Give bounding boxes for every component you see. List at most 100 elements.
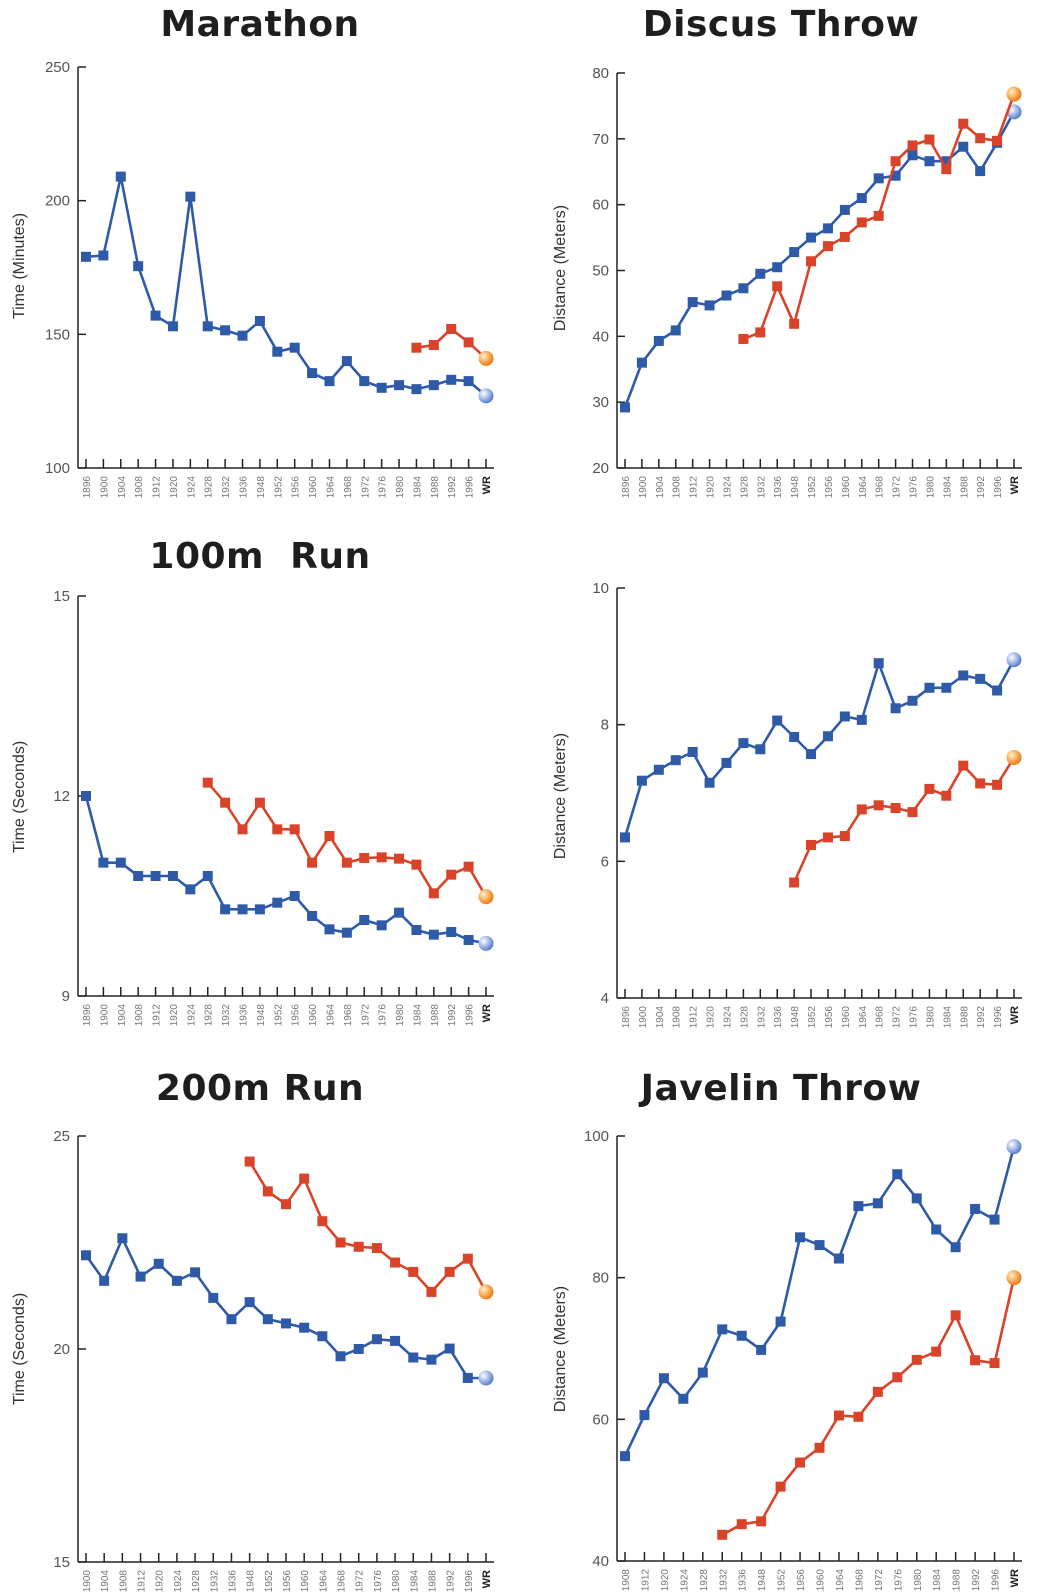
x-tick-label: 1956 (291, 476, 302, 499)
y-tick-label: 10 (592, 580, 609, 597)
data-point (931, 1224, 942, 1235)
data-point (839, 204, 850, 215)
x-tick-label: 1980 (925, 476, 936, 499)
x-tick-label: 1988 (430, 1004, 441, 1027)
chart-discus-throw: Discus Throw Distance (Meters) 20 30 40 50 6… (521, 0, 1041, 532)
data-point (317, 1216, 328, 1227)
data-point (133, 261, 144, 272)
x-tick-label: 1972 (355, 1570, 366, 1593)
y-tick-label: 100 (584, 1128, 609, 1145)
data-point (653, 335, 664, 346)
data-point (408, 1352, 419, 1363)
data-point (678, 1393, 689, 1404)
data-point (411, 859, 422, 870)
data-point (262, 1314, 273, 1325)
series-line-men (623, 1146, 1016, 1457)
x-tick-label: 1984 (412, 476, 423, 499)
plot-area: 100 150 200 250 1896 1900 1904 1908 1912 1920 1924… (45, 59, 494, 499)
data-point (911, 1193, 922, 1204)
data-point (281, 1318, 291, 1329)
x-tick-label: 1948 (256, 476, 267, 499)
x-tick-label: 1928 (204, 476, 215, 499)
data-point (299, 1173, 310, 1184)
x-tick-label: 1928 (191, 1570, 202, 1593)
x-tick-label: 1908 (118, 1570, 129, 1593)
x-tick-label: 1952 (264, 1570, 275, 1593)
data-point (324, 924, 335, 935)
data-point (463, 376, 474, 387)
x-tick-label: 1976 (378, 1004, 389, 1027)
y-tick-label: 4 (601, 990, 609, 1007)
y-tick-label: 40 (592, 1553, 609, 1570)
y-tick-label: 200 (45, 193, 70, 210)
x-tick-label: 1908 (134, 476, 145, 499)
data-point (658, 1373, 669, 1384)
x-tick-label: 1948 (757, 1569, 768, 1592)
x-tick-label: 1932 (221, 1004, 232, 1027)
x-tick-label: 1912 (689, 1006, 700, 1029)
data-point (620, 1451, 630, 1462)
data-point (704, 777, 715, 788)
y-tick-label: 8 (601, 717, 609, 734)
data-point (872, 1386, 883, 1397)
x-tick-label: 1952 (273, 476, 284, 499)
data-point (721, 757, 732, 768)
x-tick-label: 1988 (959, 476, 970, 499)
x-tick-label: 1924 (679, 1569, 690, 1592)
data-point (717, 1324, 728, 1335)
data-point (856, 193, 867, 204)
x-tick-label: 1964 (325, 476, 336, 499)
chart-100m-run: 100m Run Time (Seconds) 9 12 15 1896 1900 190… (0, 532, 520, 1064)
data-point (353, 1241, 364, 1252)
data-point (636, 775, 647, 786)
data-point (324, 376, 335, 387)
x-tick-label: 1972 (892, 476, 903, 499)
x-tick-label: 1980 (395, 1004, 406, 1027)
data-point (975, 133, 986, 144)
x-tick-label: 1952 (777, 1569, 788, 1592)
data-point (289, 824, 300, 835)
data-point (307, 857, 318, 868)
x-tick-label: 1904 (655, 1006, 666, 1029)
x-tick-label: 1996 (465, 476, 476, 499)
x-tick-label: 1956 (796, 1569, 807, 1592)
x-tick-label: 1984 (932, 1569, 943, 1592)
data-point (822, 832, 833, 843)
data-point (115, 171, 126, 182)
x-tick-label: 1904 (100, 1570, 111, 1593)
data-point (697, 1367, 708, 1378)
y-tick-label: 15 (53, 588, 70, 605)
y-tick-label: 20 (53, 1341, 70, 1358)
data-point (772, 262, 783, 273)
data-point (687, 297, 698, 308)
data-point (428, 340, 439, 351)
data-point (872, 1198, 883, 1209)
x-tick-label: 1988 (959, 1006, 970, 1029)
x-tick-label: 1956 (282, 1570, 293, 1593)
x-tick-label: 1976 (909, 1006, 920, 1029)
data-point (620, 402, 630, 413)
data-point (755, 744, 766, 755)
x-tick-label: 1960 (308, 1004, 319, 1027)
world-record-marker (478, 1284, 494, 1300)
data-point (721, 290, 732, 301)
data-point (958, 670, 969, 681)
data-point (254, 797, 265, 808)
y-tick-label: 100 (45, 460, 70, 477)
y-tick-label: 80 (592, 65, 609, 82)
x-tick-label: 1964 (318, 1570, 329, 1593)
data-point (394, 853, 405, 864)
x-tick-label: 1968 (343, 1004, 354, 1027)
x-tick-label: 1988 (430, 476, 441, 499)
series-line-men (85, 175, 487, 397)
data-point (958, 760, 969, 771)
x-tick-label: 1900 (99, 1004, 110, 1027)
x-tick-label: 1956 (824, 476, 835, 499)
x-tick-label: 1988 (952, 1569, 963, 1592)
data-point (185, 884, 196, 895)
x-tick-label: 1920 (706, 1006, 717, 1029)
data-point (789, 318, 800, 329)
data-point (462, 1253, 473, 1264)
x-tick-label: WR (1009, 476, 1021, 494)
x-tick-label: 1932 (718, 1569, 729, 1592)
